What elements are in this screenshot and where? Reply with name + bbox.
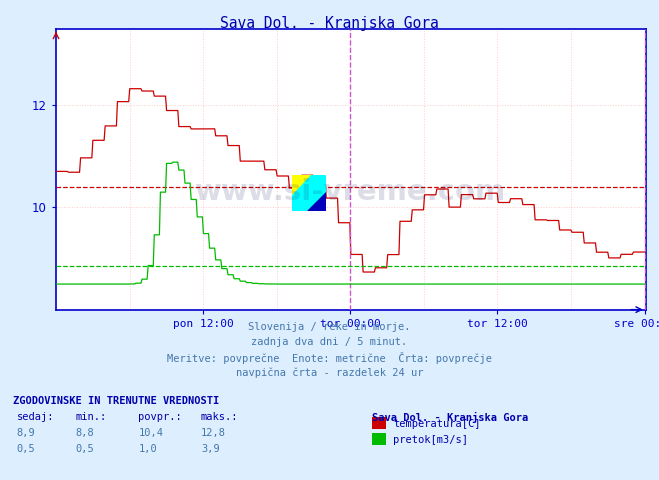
Text: temperatura[C]: temperatura[C] <box>393 419 481 429</box>
Text: 8,8: 8,8 <box>76 428 94 438</box>
Polygon shape <box>292 175 311 195</box>
Text: Slovenija / reke in morje.: Slovenija / reke in morje. <box>248 322 411 332</box>
Text: 0,5: 0,5 <box>76 444 94 454</box>
Text: 10,4: 10,4 <box>138 428 163 438</box>
Text: 1,0: 1,0 <box>138 444 157 454</box>
Text: www.si-vreme.com: www.si-vreme.com <box>195 178 507 205</box>
Text: navpična črta - razdelek 24 ur: navpična črta - razdelek 24 ur <box>236 368 423 378</box>
Text: pretok[m3/s]: pretok[m3/s] <box>393 435 469 445</box>
Text: maks.:: maks.: <box>201 412 239 422</box>
Text: sedaj:: sedaj: <box>16 412 54 422</box>
Text: zadnja dva dni / 5 minut.: zadnja dva dni / 5 minut. <box>251 337 408 347</box>
Text: Sava Dol. - Kranjska Gora: Sava Dol. - Kranjska Gora <box>372 412 529 423</box>
Text: Sava Dol. - Kranjska Gora: Sava Dol. - Kranjska Gora <box>220 16 439 31</box>
Text: min.:: min.: <box>76 412 107 422</box>
Text: ZGODOVINSKE IN TRENUTNE VREDNOSTI: ZGODOVINSKE IN TRENUTNE VREDNOSTI <box>13 396 219 406</box>
Text: 0,5: 0,5 <box>16 444 35 454</box>
Text: 8,9: 8,9 <box>16 428 35 438</box>
Text: 3,9: 3,9 <box>201 444 219 454</box>
Text: Meritve: povprečne  Enote: metrične  Črta: povprečje: Meritve: povprečne Enote: metrične Črta:… <box>167 352 492 364</box>
Text: 12,8: 12,8 <box>201 428 226 438</box>
Polygon shape <box>307 192 326 211</box>
Text: povpr.:: povpr.: <box>138 412 182 422</box>
